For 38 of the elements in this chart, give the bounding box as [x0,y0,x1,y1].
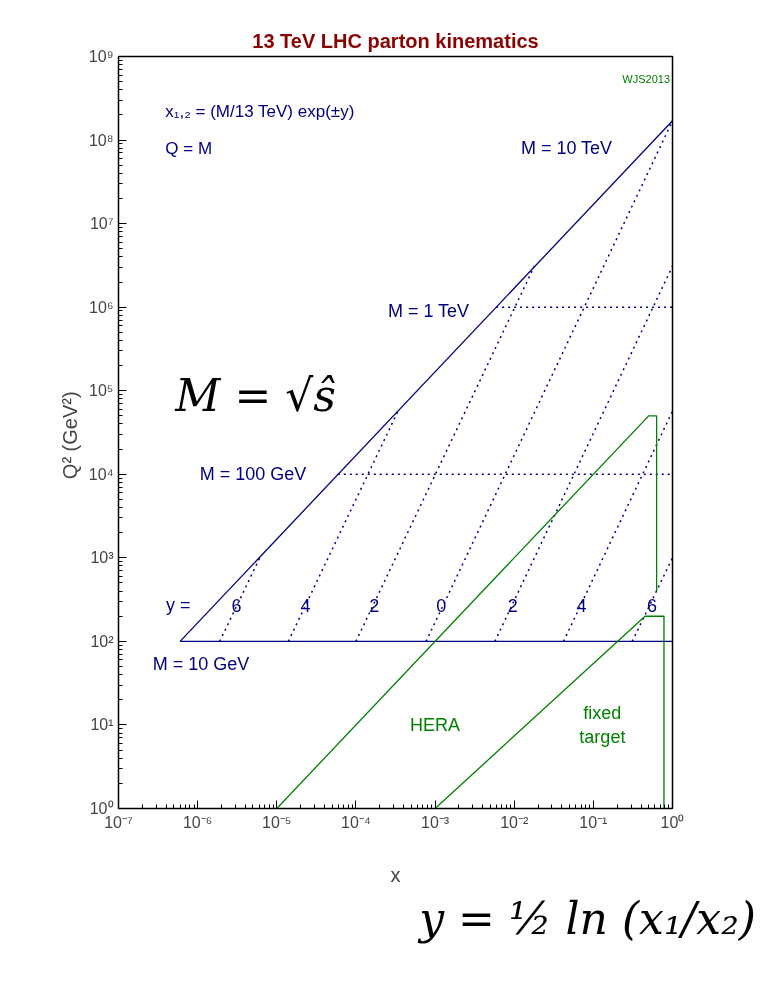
y-tick-label: 10³ [90,549,115,567]
annotation: 6 [231,595,242,616]
annotation: M = 10 TeV [520,138,613,159]
y-tick-label: 10⁴ [88,465,114,483]
y-tick-label: 10² [90,632,115,650]
annotation: 4 [300,595,311,616]
y-tick-label: 10¹ [90,716,114,734]
y-axis-title: Q² (GeV²) [58,391,81,480]
text: y = ½ ln (x₁/x₂) [419,892,756,946]
y-tick-label: 10⁹ [88,48,114,65]
x-tick-label: 10⁻³ [421,813,450,831]
x-tick-label: 10⁻¹ [579,813,608,831]
x-axis-title: x [390,863,401,886]
x-tick-label: 10⁻⁴ [341,813,371,831]
annotation: WJS2013 [622,72,671,85]
y-tick-label: 10⁶ [89,298,114,316]
annotation: M = 10 GeV [152,654,250,675]
annotation: fixed target [579,702,626,747]
y-tick-label: 10⁷ [89,215,114,233]
annotation: Q = M [165,138,213,158]
x-tick-label: 10⁻⁶ [182,813,213,831]
annotation: 2 [507,595,518,616]
x-tick-label: 10⁰ [660,813,685,831]
annotation: 4 [576,595,587,616]
y-tick-label: 10⁵ [89,382,114,400]
annotation: M = 1 TeV [387,300,470,321]
annotation: x₁,₂ = (M/13 TeV) exp(±y) [165,101,355,121]
annotation: M = √ŝ [174,370,336,422]
chart-title: 13 TeV LHC parton kinematics [252,29,539,52]
x-tick-label: 10⁻⁵ [262,813,292,831]
x-tick-label: 10⁻² [500,813,529,831]
annotation: 0 [436,595,447,616]
annotation: M = 100 GeV [199,464,307,485]
annotation: HERA [410,714,461,735]
annotation: 6 [646,595,657,616]
annotation: y = [166,595,191,616]
annotation: 2 [369,595,380,616]
y-tick-label: 10⁸ [88,131,114,149]
